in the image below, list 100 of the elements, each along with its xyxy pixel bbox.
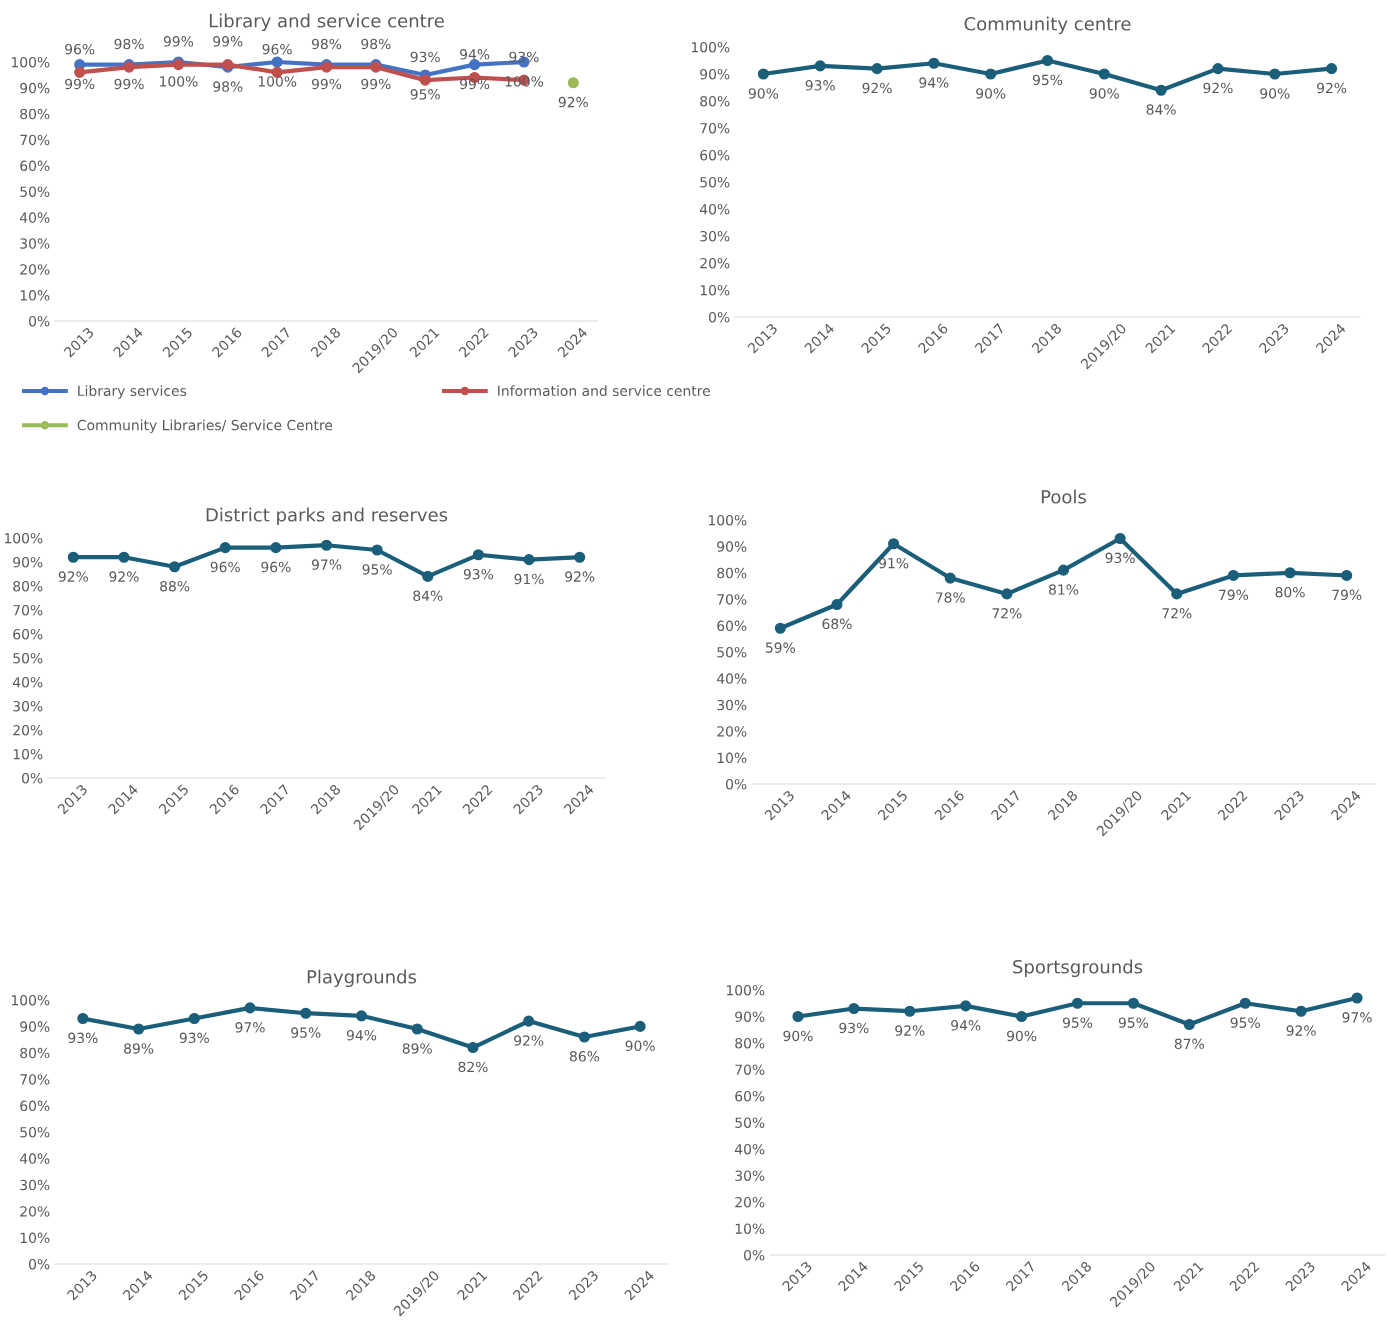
y-tick-label: 0% (29, 1258, 50, 1270)
y-tick-label: 20% (20, 264, 50, 275)
point (169, 561, 181, 573)
y-tick-label: 70% (20, 1074, 50, 1085)
data-label: 79% (1332, 589, 1362, 601)
point (928, 57, 940, 69)
data-label: 89% (402, 1043, 432, 1054)
y-tick-label: 10% (13, 748, 43, 760)
point (634, 1020, 646, 1032)
y-tick-label: 70% (13, 604, 43, 616)
point (523, 1015, 535, 1027)
y-tick-label: 80% (717, 567, 747, 579)
y-tick-label: 100% (726, 984, 765, 996)
chart-title: Library and service centre (209, 13, 444, 32)
point (355, 1010, 368, 1022)
point (1341, 569, 1353, 581)
data-label: 90% (1089, 88, 1119, 99)
data-label: 93% (509, 51, 539, 63)
y-tick-label: 80% (735, 1037, 765, 1049)
point (1057, 564, 1070, 576)
point (74, 66, 86, 78)
y-tick-label: 70% (735, 1064, 765, 1075)
point (1114, 532, 1126, 545)
point (472, 549, 484, 561)
data-label: 92% (1317, 82, 1347, 94)
point (985, 68, 997, 80)
data-label: 84% (1146, 104, 1176, 115)
y-tick-label: 30% (735, 1170, 765, 1181)
chart-title: District parks and reserves (206, 507, 448, 526)
data-label: 90% (783, 1030, 813, 1042)
data-label: 84% (413, 590, 443, 602)
point (118, 551, 130, 563)
y-tick-label: 100% (11, 56, 50, 68)
point (1098, 68, 1110, 80)
data-label: 94% (460, 49, 490, 60)
data-label: 78% (935, 592, 965, 603)
point (271, 56, 283, 68)
data-label: 91% (879, 557, 909, 569)
point (1227, 569, 1239, 581)
data-label: 92% (58, 571, 88, 582)
data-label: 86% (569, 1051, 600, 1062)
point (270, 542, 282, 554)
data-label: 97% (311, 559, 342, 570)
y-tick-label: 60% (735, 1090, 765, 1102)
y-tick-label: 90% (717, 541, 747, 552)
y-tick-label: 50% (20, 1126, 50, 1138)
point (133, 1023, 145, 1035)
y-tick-label: 60% (13, 628, 43, 640)
data-label: 90% (976, 88, 1006, 99)
point (567, 77, 579, 89)
point (1326, 63, 1338, 75)
y-tick-label: 80% (700, 95, 730, 107)
data-label: 82% (458, 1061, 488, 1073)
data-label: 92% (514, 1035, 544, 1046)
data-label: 92% (565, 571, 595, 582)
data-label: 96% (210, 561, 240, 573)
point (1239, 997, 1251, 1009)
data-label: 92% (1286, 1025, 1316, 1036)
chart-title: Community centre (964, 16, 1131, 35)
data-label: 95% (410, 89, 440, 100)
y-tick-label: 50% (13, 652, 43, 664)
y-tick-label: 40% (19, 1153, 50, 1164)
data-label: 68% (822, 618, 852, 630)
legend-label: Library services (78, 385, 187, 399)
chart-title: Playgrounds (307, 969, 417, 988)
y-tick-label: 90% (700, 68, 730, 80)
y-tick-label: 0% (726, 778, 747, 790)
data-label: 91% (514, 573, 544, 585)
data-label: 72% (1162, 608, 1192, 619)
data-label: 94% (346, 1029, 377, 1041)
data-label: 99% (361, 78, 391, 90)
y-tick-label: 40% (716, 673, 747, 684)
data-label: 99% (114, 78, 144, 90)
y-tick-label: 0% (709, 311, 730, 323)
point (411, 1023, 423, 1035)
data-label: 92% (1203, 82, 1233, 94)
point (1295, 1005, 1307, 1017)
data-label: 98% (114, 38, 144, 50)
data-label: 89% (124, 1043, 154, 1054)
point (188, 1012, 200, 1025)
data-label: 95% (362, 564, 392, 575)
point (1171, 588, 1183, 600)
data-label: 99% (460, 78, 490, 90)
y-tick-label: 100% (691, 41, 730, 53)
point (1041, 54, 1054, 67)
data-label: 95% (1230, 1017, 1260, 1028)
y-tick-label: 0% (22, 772, 43, 784)
point (578, 1031, 590, 1043)
legend-label: Information and service centre (498, 385, 710, 397)
point (300, 1007, 312, 1019)
data-label: 99% (213, 36, 243, 47)
y-tick-label: 20% (717, 726, 747, 737)
data-label: 93% (179, 1032, 209, 1044)
y-tick-label: 90% (13, 556, 43, 568)
y-tick-label: 60% (20, 160, 50, 172)
y-tick-label: 60% (20, 1100, 50, 1112)
y-tick-label: 10% (700, 284, 730, 296)
chart-title: Sportsgrounds (1013, 959, 1143, 978)
point (422, 570, 434, 582)
point (244, 1002, 256, 1014)
